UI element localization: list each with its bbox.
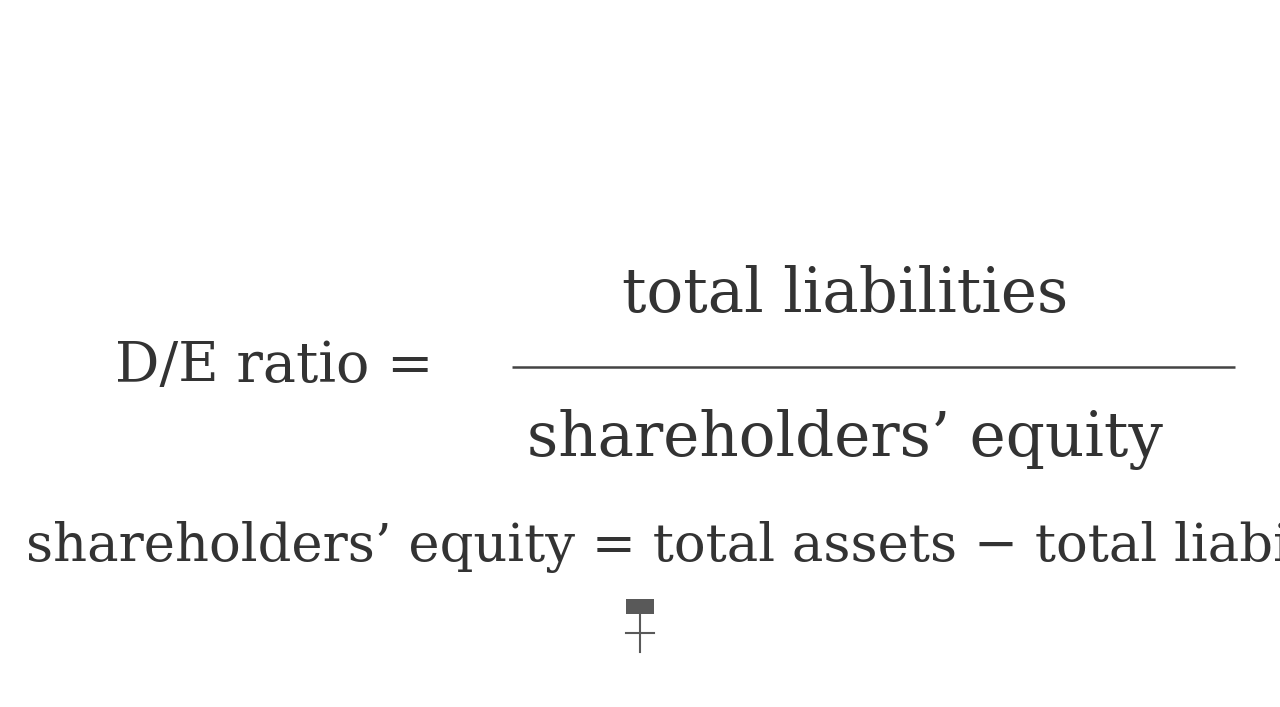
Text: total liabilities: total liabilities bbox=[622, 265, 1068, 325]
Bar bbox=[626, 599, 654, 614]
Text: D/E ratio =: D/E ratio = bbox=[115, 340, 434, 395]
Text: D/E Ratio Formula: D/E Ratio Formula bbox=[141, 40, 1139, 147]
Text: shareholders’ equity = total assets − total liabilities: shareholders’ equity = total assets − to… bbox=[26, 521, 1280, 573]
Text: shareholders’ equity: shareholders’ equity bbox=[527, 409, 1162, 469]
Text: www.inchcalculator.com: www.inchcalculator.com bbox=[489, 670, 791, 691]
Bar bbox=[626, 599, 654, 652]
